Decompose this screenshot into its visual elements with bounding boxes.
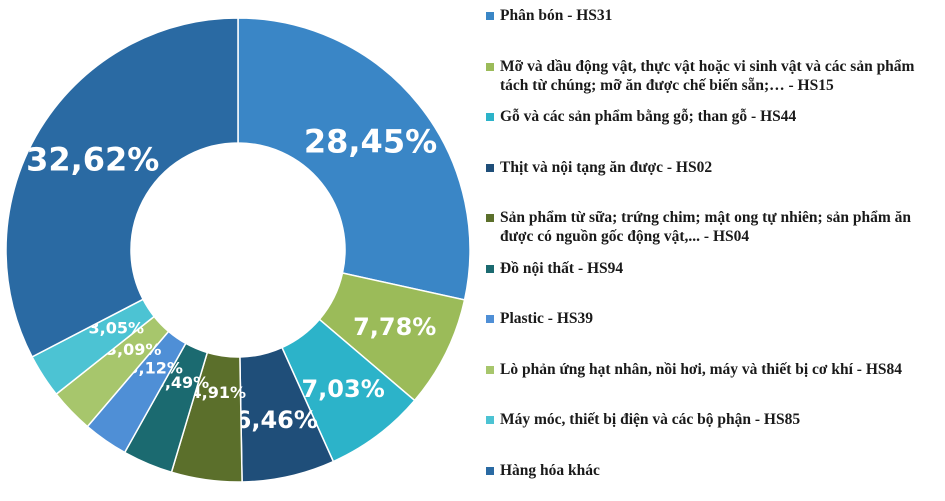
legend-item: Hàng hóa khác bbox=[486, 461, 941, 501]
data-label: 7,03% bbox=[301, 375, 384, 403]
legend: Phân bón - HS31 Mỡ và dầu động vật, thực … bbox=[486, 6, 941, 501]
legend-text: Sản phẩm từ sữa; trứng chim; mật ong tự … bbox=[500, 209, 911, 246]
legend-item: Mỡ và dầu động vật, thực vật hoặc vi sin… bbox=[486, 57, 941, 97]
legend-swatch bbox=[486, 315, 494, 324]
data-label: 6,46% bbox=[235, 406, 318, 434]
slice bbox=[5, 17, 239, 358]
legend-swatch bbox=[486, 62, 494, 71]
legend-item: Phân bón - HS31 bbox=[486, 6, 941, 46]
legend-item: Lò phản ứng hạt nhân, nồi hơi, máy và th… bbox=[486, 360, 941, 400]
legend-swatch bbox=[486, 12, 494, 20]
legend-text: Phân bón - HS31 bbox=[500, 7, 613, 24]
legend-item: Thịt và nội tạng ăn được - HS02 bbox=[486, 158, 941, 198]
legend-text: Lò phản ứng hạt nhân, nồi hơi, máy và th… bbox=[500, 360, 903, 378]
legend-text: Máy móc, thiết bị điện và các bộ phận - … bbox=[500, 411, 801, 429]
legend-swatch bbox=[486, 113, 494, 122]
legend-item: Gỗ và các sản phẩm bằng gỗ; than gỗ - HS… bbox=[486, 107, 941, 147]
legend-text: Hàng hóa khác bbox=[500, 461, 600, 479]
legend-item: Máy móc, thiết bị điện và các bộ phận - … bbox=[486, 410, 941, 450]
data-label: 32,62% bbox=[26, 141, 159, 179]
legend-text: Mỡ và dầu động vật, thực vật hoặc vi sin… bbox=[500, 57, 915, 94]
legend-text: Plastic - HS39 bbox=[500, 310, 593, 328]
legend-text: Đồ nội thất - HS94 bbox=[500, 259, 624, 277]
legend-item: Plastic - HS39 bbox=[486, 309, 941, 349]
legend-text: Gỗ và các sản phẩm bằng gỗ; than gỗ - HS… bbox=[500, 108, 797, 126]
legend-swatch bbox=[486, 466, 494, 475]
legend-swatch bbox=[486, 163, 494, 172]
data-label: 3,05% bbox=[89, 318, 145, 337]
legend-text: Thịt và nội tạng ăn được - HS02 bbox=[500, 158, 713, 176]
legend-item: Sản phẩm từ sữa; trứng chim; mật ong tự … bbox=[486, 208, 941, 248]
data-label: 3,49% bbox=[154, 373, 210, 392]
data-label: 28,45% bbox=[304, 123, 437, 161]
legend-swatch bbox=[486, 416, 494, 425]
legend-swatch bbox=[486, 264, 494, 273]
legend-swatch bbox=[486, 365, 494, 374]
data-label: 4,91% bbox=[190, 383, 246, 402]
chart: 28,45%7,78%7,03%6,46%4,91%3,49%3,12%3,09… bbox=[5, 17, 471, 483]
data-label: 7,78% bbox=[353, 313, 436, 341]
slice bbox=[237, 17, 471, 301]
data-label: 3,09% bbox=[106, 340, 162, 359]
legend-swatch bbox=[486, 214, 494, 223]
legend-item: Đồ nội thất - HS94 bbox=[486, 259, 941, 299]
